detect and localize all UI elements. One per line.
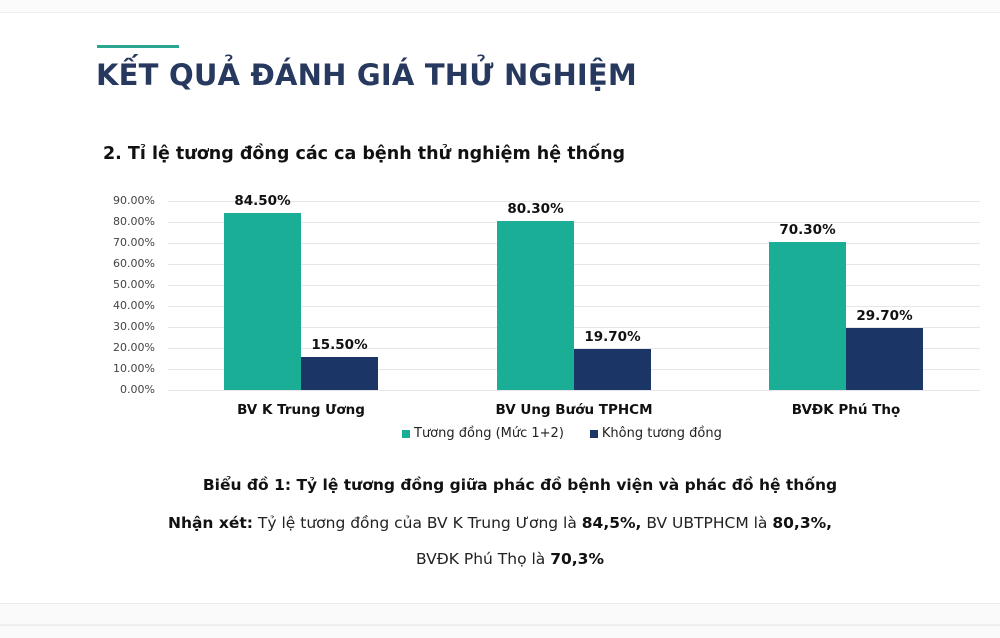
remark-line-2: BVĐK Phú Thọ là 70,3%	[0, 550, 1000, 568]
gridline	[168, 390, 980, 391]
gridline	[168, 285, 980, 286]
section-subtitle: 2. Tỉ lệ tương đồng các ca bệnh thử nghi…	[103, 144, 626, 164]
y-tick-label: 50.00%	[113, 278, 155, 291]
category-label: BVĐK Phú Thọ	[791, 402, 901, 418]
bar-similar	[769, 242, 846, 390]
category-label: BV K Trung Ương	[237, 402, 365, 418]
remark-label: Nhận xét:	[167, 514, 253, 532]
gridline	[168, 327, 980, 328]
gridline	[168, 306, 980, 307]
remark-value: 70,3%	[550, 550, 604, 568]
remark-value: 80,3%,	[772, 514, 833, 532]
y-tick-label: 40.00%	[113, 299, 155, 312]
legend-label: Không tương đồng	[601, 426, 722, 441]
top-strip	[0, 0, 1000, 13]
y-tick-label: 10.00%	[113, 362, 155, 375]
remark-value: 84,5%,	[581, 514, 642, 532]
title-accent-line	[97, 45, 179, 48]
legend-swatch-teal-icon	[402, 429, 410, 438]
remark-text: Tỷ lệ tương đồng của BV K Trung Ương là	[252, 514, 582, 532]
remark-line-1: Nhận xét: Tỷ lệ tương đồng của BV K Trun…	[0, 514, 1000, 532]
chart-legend: Tương đồng (Mức 1+2) Không tương đồng	[402, 426, 722, 441]
bar-value-label: 84.50%	[234, 192, 291, 209]
category-label: BV Ung Bướu TPHCM	[495, 402, 653, 418]
bar-value-label: 80.30%	[507, 201, 564, 218]
bar-value-label: 29.70%	[856, 307, 913, 324]
gridline	[168, 243, 980, 244]
bar-dissimilar	[574, 348, 651, 390]
y-tick-label: 80.00%	[113, 215, 155, 228]
chart-caption: Biểu đồ 1: Tỷ lệ tương đồng giữa phác đồ…	[202, 476, 838, 494]
gridline	[168, 222, 980, 223]
remark-text: BV UBTPHCM là	[641, 514, 773, 532]
legend-item-similar: Tương đồng (Mức 1+2)	[402, 426, 564, 441]
bar-dissimilar	[846, 327, 923, 390]
bottom-strip	[0, 624, 1000, 626]
gridline	[168, 201, 980, 202]
y-tick-label: 60.00%	[113, 257, 155, 270]
y-tick-label: 30.00%	[113, 320, 155, 333]
gridline	[168, 264, 980, 265]
bar-similar	[497, 221, 574, 390]
bar-dissimilar	[301, 357, 378, 390]
slide-title: KẾT QUẢ ĐÁNH GIÁ THỬ NGHIỆM	[96, 58, 637, 92]
bar-similar	[224, 212, 301, 390]
y-tick-label: 90.00%	[113, 194, 155, 207]
y-tick-label: 70.00%	[113, 236, 155, 249]
bar-value-label: 70.30%	[779, 222, 836, 239]
legend-item-dissimilar: Không tương đồng	[589, 426, 722, 441]
remark-text: BVĐK Phú Thọ là	[416, 550, 551, 568]
bar-value-label: 15.50%	[311, 337, 368, 354]
legend-swatch-navy-icon	[589, 429, 598, 438]
bar-value-label: 19.70%	[584, 328, 641, 345]
y-tick-label: 0.00%	[120, 383, 155, 396]
legend-label: Tương đồng (Mức 1+2)	[414, 426, 564, 441]
gridline	[168, 348, 980, 349]
y-tick-label: 20.00%	[113, 341, 155, 354]
